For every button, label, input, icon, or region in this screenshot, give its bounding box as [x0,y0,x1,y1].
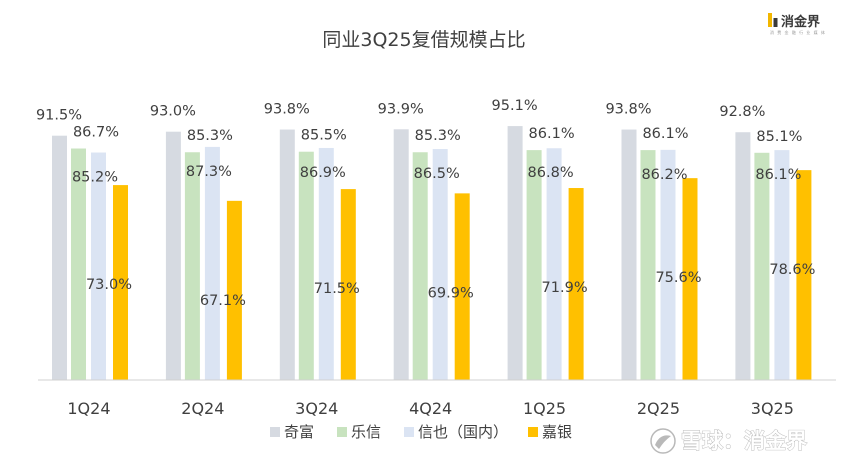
logo-mark-bar [768,13,772,27]
bar-1-1q25 [526,150,542,380]
logo-subtext: 消 费 金 融 行 业 媒 体 [770,29,826,35]
category-label-1q25: 1Q25 [523,399,566,418]
data-label-2-3q24: 86.9% [300,165,346,181]
bar-0-2q24 [165,131,181,380]
watermark-text: 雪球：消金界 [681,429,807,453]
data-label-2-2q25: 86.2% [641,167,687,183]
data-label-3-3q24: 71.5% [314,281,360,297]
snowball-icon [650,428,676,454]
data-label-3-4q24: 69.9% [428,285,474,301]
data-label-3-1q24: 73.0% [86,277,132,293]
data-label-2-4q24: 86.5% [414,166,460,182]
category-label-3q25: 3Q25 [751,399,794,418]
bar-0-1q25 [507,126,523,380]
data-label-1-1q24: 86.7% [73,125,119,141]
data-label-3-2q24: 67.1% [200,293,246,309]
logo-text: 消金界 [781,14,820,30]
legend-label-0: 奇富 [284,423,314,441]
bar-1-2q25 [640,150,656,380]
legend-swatch-3 [528,427,538,437]
data-label-1-2q25: 86.1% [642,126,688,142]
bar-2-2q24 [204,146,220,380]
data-label-0-3q24: 93.8% [264,102,310,118]
legend-swatch-2 [404,427,414,437]
watermark: 雪球：消金界 [650,428,807,454]
bar-3-1q25 [568,188,584,380]
category-label-3q24: 3Q24 [295,399,338,418]
bar-2-1q25 [546,148,562,380]
category-label-1q24: 1Q24 [67,399,110,418]
bar-3-3q25 [796,170,812,380]
legend-label-3: 嘉银 [542,423,572,441]
data-label-1-1q25: 86.1% [529,126,575,142]
data-label-0-3q25: 92.8% [719,104,765,120]
data-label-0-1q24: 91.5% [36,108,82,124]
data-label-1-4q24: 85.3% [415,128,461,144]
bar-1-3q24 [298,151,314,380]
bar-0-3q25 [735,132,751,380]
bar-3-3q24 [340,189,356,380]
data-label-0-2q24: 93.0% [150,104,196,120]
data-label-2-2q24: 87.3% [186,164,232,180]
data-label-0-4q24: 93.9% [378,101,424,117]
data-label-2-1q25: 86.8% [528,165,574,181]
bar-3-1q24 [113,185,128,380]
legend-swatch-0 [270,427,280,437]
legend-swatch-1 [337,427,347,437]
category-label-2q24: 2Q24 [181,399,224,418]
bar-1-2q24 [184,152,200,380]
category-labels: 1Q24 2Q24 3Q24 4Q24 1Q25 2Q25 3Q25 [67,399,794,418]
bar-0-4q24 [393,129,409,380]
bar-0-3q24 [279,129,295,380]
legend-label-2: 信也（国内） [418,423,508,441]
bar-series-group [52,126,812,380]
bar-3-2q24 [226,200,242,380]
data-label-1-2q24: 85.3% [187,128,233,144]
legend-label-1: 乐信 [351,423,381,441]
data-label-2-3q25: 86.1% [755,167,801,183]
bar-0-2q25 [621,129,637,380]
data-label-1-3q25: 85.1% [756,129,802,145]
data-label-3-2q25: 75.6% [655,270,701,286]
bar-2-2q25 [660,149,676,380]
data-label-0-2q25: 93.8% [605,102,651,118]
data-label-2-1q24: 85.2% [72,170,118,186]
brand-logo: 消金界 消 费 金 融 行 业 媒 体 [768,13,826,35]
data-label-0-1q25: 95.1% [492,98,538,114]
bar-2-4q24 [432,149,448,380]
logo-mark-bar-dark [773,18,778,27]
data-label-3-3q25: 78.6% [769,262,815,278]
legend: 奇富 乐信 信也（国内） 嘉银 [270,423,572,441]
bar-3-2q25 [682,178,698,380]
data-labels: 91.5%86.7% 85.2% 73.0% 93.0% 85.3% 87.3% 67.1%… [36,98,815,309]
chart-title: 同业3Q25复借规模占比 [322,29,525,51]
bar-0-1q24 [52,135,67,380]
category-label-4q24: 4Q24 [409,399,452,418]
bar-2-1q24 [91,152,106,380]
bar-2-3q25 [774,150,790,380]
bar-2-3q24 [318,147,334,380]
data-label-1-3q24: 85.5% [301,128,347,144]
data-label-3-1q25: 71.9% [542,280,588,296]
bar-3-4q24 [454,193,470,380]
bar-1-4q24 [412,152,428,380]
bar-1-3q25 [754,152,770,380]
category-label-2q25: 2Q25 [637,399,680,418]
bar-1-1q24 [71,148,86,380]
